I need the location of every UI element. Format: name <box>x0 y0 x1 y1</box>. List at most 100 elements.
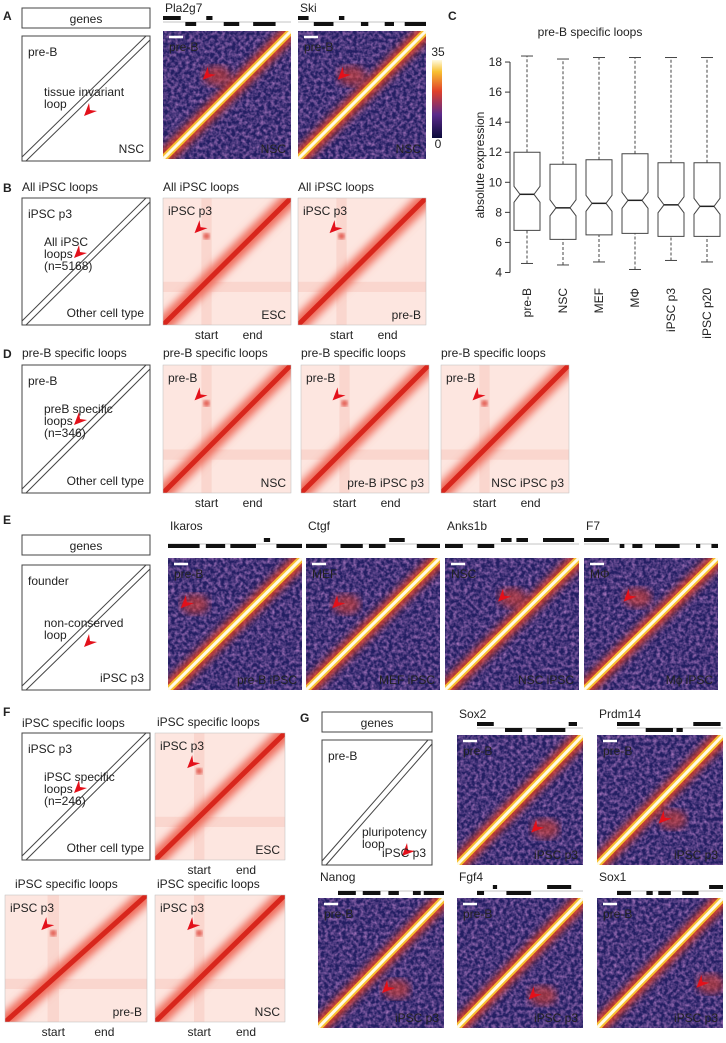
schematic-bottom: Other cell type <box>67 474 145 488</box>
diagonal <box>25 201 151 326</box>
schematic <box>21 564 151 691</box>
schematic-top: pre-B <box>328 749 357 763</box>
map-band <box>301 449 429 460</box>
enrichment <box>202 65 231 86</box>
loop-arrow <box>658 810 672 824</box>
axis-start: start <box>333 496 357 510</box>
map-bottom: iPSC p3 <box>395 1011 439 1025</box>
y-tick-label: 8 <box>495 205 502 219</box>
header: genes <box>70 12 103 26</box>
gene-name: Nanog <box>320 870 355 884</box>
axis-start: start <box>473 496 497 510</box>
gene-block <box>617 891 632 895</box>
map-bottom: NSC <box>255 1005 281 1019</box>
gene-track <box>617 722 723 732</box>
diag-core <box>318 898 444 1028</box>
diagonal <box>21 197 147 322</box>
loop-label: loops <box>44 782 73 796</box>
colorbar-max: 35 <box>431 45 445 59</box>
map-top: pre-B <box>324 907 353 921</box>
diag-core <box>441 365 569 493</box>
diag-core <box>306 558 440 690</box>
apa-map <box>163 365 291 493</box>
gene-track <box>338 890 444 895</box>
loop-dot <box>203 400 210 407</box>
header: genes <box>361 716 394 730</box>
map-frame <box>162 364 292 494</box>
axis-end: end <box>236 1025 256 1039</box>
map-bottom: iPSC p3 <box>674 848 718 862</box>
map-bottom: NSC iPSC <box>518 673 574 687</box>
map-band <box>201 198 212 325</box>
axis-start: start <box>195 496 219 510</box>
y-tick-label: 10 <box>489 175 503 189</box>
x-tick-label: iPSC p3 <box>664 288 678 332</box>
loop-arrow <box>202 66 216 80</box>
diag-core <box>163 198 291 325</box>
map-frame <box>154 894 286 1023</box>
diag-core <box>163 365 291 493</box>
map-top: pre-B <box>174 567 203 581</box>
loop-arrow <box>402 843 415 856</box>
map-title: pre-B specific loops <box>301 346 406 360</box>
schematic-top: founder <box>28 574 69 588</box>
gene-block <box>492 885 498 889</box>
x-tick-label: MΦ <box>628 288 642 308</box>
map-frame <box>154 732 286 861</box>
map-bottom: NSC <box>261 142 287 156</box>
apa-map <box>5 895 147 1022</box>
gene-name: Prdm14 <box>599 707 641 721</box>
box <box>657 162 685 237</box>
loop-label: (n=5168) <box>44 259 92 273</box>
diag-core <box>298 198 426 325</box>
map-frame <box>162 197 292 326</box>
map-band <box>441 449 569 460</box>
loop-dot <box>196 930 203 937</box>
loop-dot <box>341 400 348 407</box>
gene-block <box>584 538 609 542</box>
x-tick-label: NSC <box>556 288 570 314</box>
gene-track <box>445 538 579 548</box>
map-bottom: MEF iPSC <box>379 673 435 687</box>
map-title: All iPSC loops <box>298 180 374 194</box>
map-band <box>339 365 350 493</box>
map-band <box>155 978 285 989</box>
map-top: iPSC p3 <box>10 901 54 915</box>
map-frame <box>4 894 148 1023</box>
axis-end: end <box>378 328 398 342</box>
map-top: iPSC p3 <box>303 204 347 218</box>
loop-dot <box>50 930 57 937</box>
panel-label: C <box>448 9 457 23</box>
gene-track <box>584 538 718 548</box>
diagonal <box>21 564 147 687</box>
gene-name: Ctgf <box>308 519 331 533</box>
schematic <box>21 35 151 162</box>
loop-label: loop <box>362 837 385 851</box>
map-top: iPSC p3 <box>160 901 204 915</box>
diagonal <box>21 732 147 857</box>
map-top: pre-B <box>306 371 335 385</box>
box <box>585 159 613 236</box>
map-bottom: pre-B iPSC p3 <box>347 476 424 490</box>
loop-label: All iPSC <box>44 235 88 249</box>
enrichment <box>332 594 361 615</box>
axis-end: end <box>521 496 541 510</box>
apa-map <box>163 198 291 325</box>
diag-core <box>163 31 291 159</box>
gene-name: F7 <box>586 519 600 533</box>
loop-arrow <box>528 986 542 1000</box>
box <box>549 163 577 240</box>
gene-block <box>696 544 701 548</box>
loop-dot <box>196 768 203 775</box>
gene-block <box>682 891 699 895</box>
x-tick-label: MEF <box>592 288 606 313</box>
schematic-bottom: NSC <box>119 142 145 156</box>
map-bottom: ESC <box>255 843 280 857</box>
gene-block <box>500 538 512 542</box>
loop-arrow <box>187 755 201 769</box>
loop-label: pluripotency <box>362 825 427 839</box>
loop-label: loops <box>44 414 73 428</box>
hic-map <box>597 898 723 1028</box>
apa-map <box>301 365 429 493</box>
loop-arrow <box>180 595 194 609</box>
